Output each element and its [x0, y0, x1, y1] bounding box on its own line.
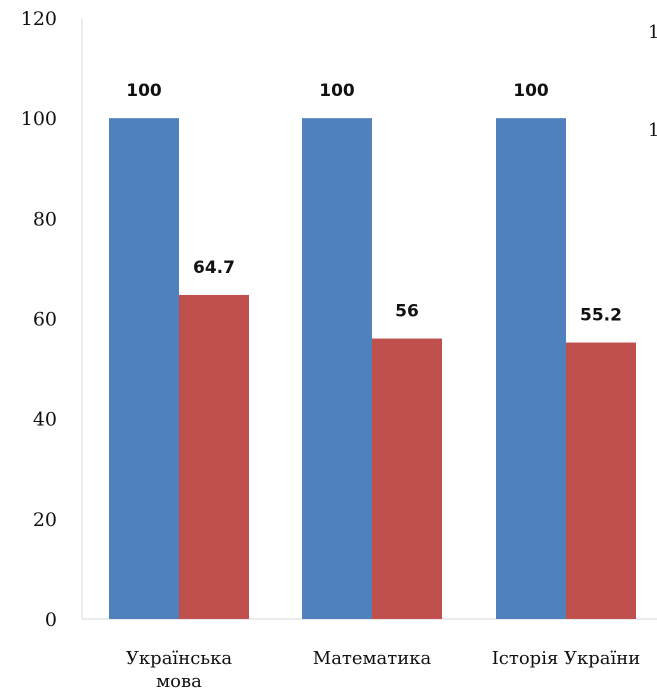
category-label: мова — [156, 671, 202, 692]
legend-entry-fragment: 1 — [648, 120, 657, 141]
bar — [109, 118, 179, 620]
data-label: 100 — [319, 81, 355, 101]
data-label: 56 — [395, 302, 419, 322]
data-label: 64.7 — [193, 258, 235, 278]
y-tick-label: 120 — [21, 8, 57, 30]
data-labels: 100 100 100 64.7 56 55.2 — [126, 81, 622, 325]
bar — [302, 118, 372, 620]
legend-entry-fragment: 1 — [648, 22, 657, 43]
bar — [566, 342, 636, 619]
bar — [372, 338, 442, 619]
y-axis-ticks: 0 20 40 60 80 100 120 — [21, 8, 57, 631]
y-tick-label: 0 — [45, 609, 57, 631]
data-label: 100 — [126, 81, 162, 101]
legend-fragment: 11 — [648, 22, 657, 141]
category-label: Історія України — [492, 648, 641, 669]
category-label: Українська — [126, 648, 232, 669]
y-tick-label: 60 — [33, 309, 57, 331]
y-tick-label: 100 — [21, 108, 57, 130]
bars — [109, 118, 636, 620]
y-tick-label: 40 — [33, 409, 57, 431]
y-tick-label: 80 — [33, 208, 57, 230]
category-label: Математика — [313, 648, 432, 669]
y-tick-label: 20 — [33, 509, 57, 531]
data-label: 100 — [513, 81, 549, 101]
bar — [496, 118, 566, 620]
bar — [179, 294, 249, 619]
data-label: 55.2 — [580, 306, 622, 326]
